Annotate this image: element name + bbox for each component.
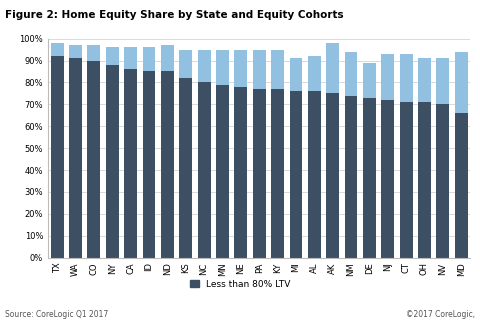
Bar bbox=[363, 63, 376, 98]
Bar bbox=[326, 43, 339, 93]
Legend: Less than 80% LTV: Less than 80% LTV bbox=[190, 279, 290, 289]
Bar bbox=[234, 50, 247, 87]
Bar bbox=[436, 104, 449, 258]
Bar bbox=[436, 58, 449, 104]
Bar bbox=[253, 89, 265, 258]
Bar bbox=[381, 100, 394, 258]
Bar bbox=[271, 89, 284, 258]
Bar bbox=[363, 98, 376, 258]
Bar bbox=[455, 113, 468, 258]
Bar bbox=[198, 82, 211, 258]
Bar bbox=[216, 85, 229, 258]
Bar bbox=[418, 58, 431, 102]
Bar bbox=[106, 65, 119, 258]
Bar bbox=[308, 91, 321, 258]
Bar bbox=[69, 45, 82, 58]
Bar bbox=[234, 87, 247, 258]
Bar bbox=[180, 50, 192, 78]
Bar bbox=[381, 54, 394, 100]
Bar bbox=[400, 54, 412, 102]
Text: ©2017 CoreLogic,: ©2017 CoreLogic, bbox=[406, 310, 475, 319]
Bar bbox=[51, 56, 64, 258]
Bar bbox=[124, 69, 137, 258]
Bar bbox=[106, 47, 119, 65]
Bar bbox=[69, 58, 82, 258]
Bar bbox=[418, 102, 431, 258]
Bar bbox=[289, 58, 302, 91]
Bar bbox=[455, 52, 468, 113]
Bar bbox=[161, 45, 174, 71]
Bar bbox=[345, 52, 358, 96]
Bar bbox=[143, 47, 156, 71]
Bar bbox=[124, 47, 137, 69]
Bar bbox=[289, 91, 302, 258]
Bar bbox=[161, 71, 174, 258]
Bar bbox=[308, 56, 321, 91]
Bar bbox=[400, 102, 412, 258]
Bar bbox=[180, 78, 192, 258]
Text: Figure 2: Home Equity Share by State and Equity Cohorts: Figure 2: Home Equity Share by State and… bbox=[5, 10, 343, 20]
Bar bbox=[326, 93, 339, 258]
Bar bbox=[87, 45, 100, 61]
Bar bbox=[216, 50, 229, 85]
Text: Source: CoreLogic Q1 2017: Source: CoreLogic Q1 2017 bbox=[5, 310, 108, 319]
Bar bbox=[253, 50, 265, 89]
Bar bbox=[87, 61, 100, 258]
Bar bbox=[345, 96, 358, 258]
Bar bbox=[198, 50, 211, 82]
Bar bbox=[51, 43, 64, 56]
Bar bbox=[271, 50, 284, 89]
Bar bbox=[143, 71, 156, 258]
